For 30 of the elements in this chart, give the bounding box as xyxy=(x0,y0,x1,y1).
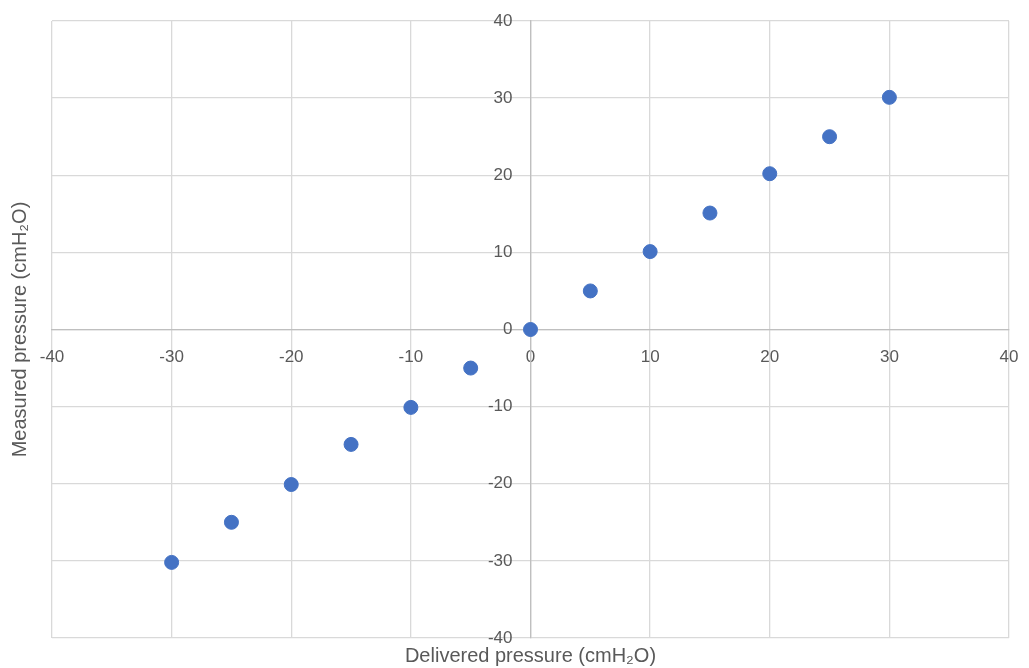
y-tick-label: 10 xyxy=(493,242,513,262)
y-axis-title: Measured pressure (cmH₂O) xyxy=(7,201,30,458)
y-tick-label: -10 xyxy=(487,396,513,416)
point xyxy=(642,244,658,260)
point xyxy=(523,322,538,337)
x-tick-label: 30 xyxy=(879,347,899,367)
x-tick-label: -40 xyxy=(39,347,65,367)
point xyxy=(582,283,598,299)
point xyxy=(403,399,419,415)
y-tick-label: -20 xyxy=(487,473,513,493)
x-tick-label: -20 xyxy=(278,347,304,367)
point xyxy=(223,514,239,530)
x-tick-label: -30 xyxy=(159,347,184,367)
x-tick-label: 10 xyxy=(640,347,660,367)
point xyxy=(762,166,778,182)
y-tick-label: 30 xyxy=(493,87,513,107)
y-tick-label: 20 xyxy=(493,164,513,184)
x-tick-label: -10 xyxy=(398,347,424,367)
x-tick-label: 40 xyxy=(999,347,1019,367)
y-tick-label: -30 xyxy=(487,550,513,570)
y-tick-label: 0 xyxy=(503,319,513,339)
y-tick-label: 40 xyxy=(493,10,513,30)
point xyxy=(881,89,897,105)
point xyxy=(822,129,838,145)
point xyxy=(343,436,359,452)
point xyxy=(164,554,180,570)
point xyxy=(702,205,718,221)
point xyxy=(463,360,479,376)
point xyxy=(283,477,299,493)
x-tick-label: 20 xyxy=(760,347,780,367)
